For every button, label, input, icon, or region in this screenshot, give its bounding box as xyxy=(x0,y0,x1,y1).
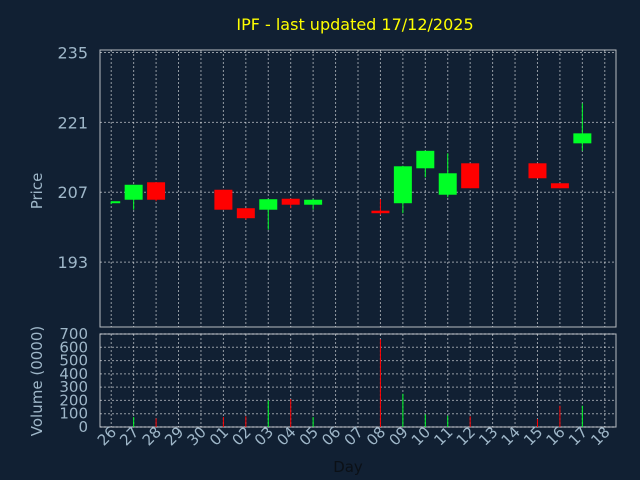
candle-body xyxy=(304,199,323,205)
candle-body xyxy=(550,183,569,189)
candle-body xyxy=(416,150,435,169)
price-tick-label: 193 xyxy=(57,253,88,272)
candle-body xyxy=(214,189,233,210)
volume-axis-title: Volume (0000) xyxy=(28,326,46,436)
chart-title: IPF - last updated 17/12/2025 xyxy=(236,15,473,34)
price-axis-title: Price xyxy=(28,173,46,210)
candle-body xyxy=(528,163,547,179)
x-axis-ticks: 2627282930010203040506070809101112131415… xyxy=(94,423,614,449)
candle-body xyxy=(259,199,278,210)
candle-body xyxy=(124,184,143,200)
candle-body xyxy=(371,210,390,214)
volume-tick-label: 600 xyxy=(59,338,88,356)
volume-tick-label: 100 xyxy=(59,405,88,423)
candle-body xyxy=(111,201,121,204)
volume-tick-label: 500 xyxy=(59,352,88,370)
volume-tick-label: 0 xyxy=(78,418,88,436)
volume-tick-label: 300 xyxy=(59,378,88,396)
candle-body xyxy=(461,163,480,189)
price-panel: 193 207 221 235 xyxy=(57,43,617,328)
price-tick-label: 207 xyxy=(57,183,88,202)
x-axis-title: Day xyxy=(333,458,363,476)
volume-tick-label: 400 xyxy=(59,365,88,383)
candle-body xyxy=(393,166,412,204)
price-frame xyxy=(99,49,617,328)
volume-tick-label: 700 xyxy=(59,325,88,343)
candle-body xyxy=(281,198,300,205)
volume-tick-label: 200 xyxy=(59,391,88,409)
volume-frame xyxy=(99,333,617,428)
candle-body xyxy=(236,208,255,219)
candle-body xyxy=(438,173,457,195)
price-tick-label: 221 xyxy=(57,113,88,132)
candle-body xyxy=(573,133,592,144)
candle-body xyxy=(147,182,166,200)
price-tick-label: 235 xyxy=(57,43,88,62)
